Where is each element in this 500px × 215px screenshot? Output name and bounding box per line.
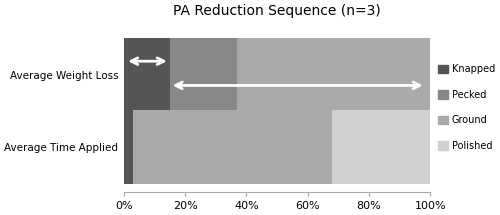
- Title: PA Reduction Sequence (n=3): PA Reduction Sequence (n=3): [173, 4, 381, 18]
- Bar: [133, 110, 332, 184]
- Legend: Knapped, Pecked, Ground, Polished: Knapped, Pecked, Ground, Polished: [438, 64, 495, 151]
- Bar: [237, 38, 430, 112]
- Bar: [124, 38, 170, 112]
- Bar: [332, 110, 430, 184]
- Bar: [124, 110, 133, 184]
- Bar: [170, 38, 237, 112]
